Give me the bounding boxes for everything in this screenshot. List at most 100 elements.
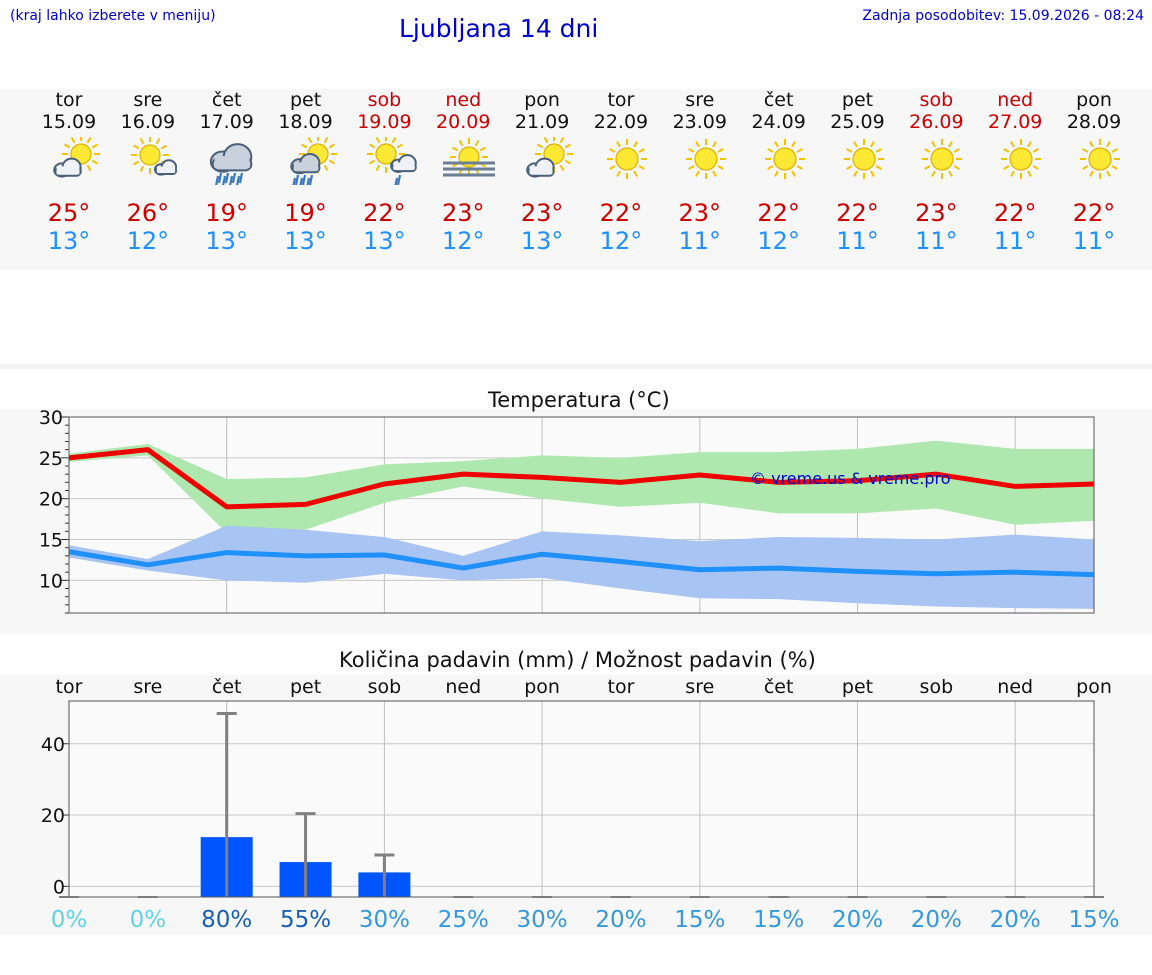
temperature-chart: 10 15 20 25 30 © vreme.us & vreme.pro <box>39 409 1095 614</box>
min-temp: 11° <box>836 227 879 255</box>
day-column: sob 19.09 22° 13° <box>344 89 424 270</box>
daily-forecast: tor 15.09 25° 13° sre 16.09 26° 12° čet 17.09 19° 1… <box>0 89 1152 270</box>
divider <box>0 364 1152 369</box>
day-column: pet 18.09 19° 13° <box>266 89 346 270</box>
sun-rain-icon <box>289 137 337 185</box>
day-date: 17.09 <box>199 111 254 133</box>
y-tick-label: 30 <box>39 409 63 429</box>
x-tick-label: ned <box>997 676 1033 698</box>
min-temp: 11° <box>678 227 722 255</box>
precipitation-chart: tor sre čet pet sob ned pon tor sre čet pet sob ned p… <box>41 676 1120 933</box>
max-temp: 23° <box>520 199 564 227</box>
min-temp: 12° <box>599 227 643 255</box>
min-temp: 13° <box>205 227 248 255</box>
day-date: 26.09 <box>909 111 964 133</box>
max-temp: 22° <box>757 199 800 227</box>
sun-fog-icon <box>443 138 496 177</box>
day-name: pet <box>289 89 322 111</box>
y-tick-label: 40 <box>41 734 65 756</box>
rain-cloud-icon <box>209 143 253 185</box>
precip-probability: 20% <box>832 907 883 933</box>
plot-frame <box>68 416 1095 614</box>
max-temp: 23° <box>915 199 958 227</box>
precip-probability: 15% <box>674 907 725 933</box>
sun-icon <box>764 139 805 179</box>
y-tick-label: 15 <box>39 530 63 552</box>
x-tick-label: čet <box>212 676 242 698</box>
max-temp: 26° <box>126 199 170 227</box>
precip-probability: 15% <box>753 907 804 933</box>
precip-probability: 20% <box>911 907 962 933</box>
day-name: ned <box>445 89 482 111</box>
precip-title: Količina padavin (mm) / Možnost padavin … <box>339 648 816 672</box>
x-tick-label: tor <box>608 676 635 698</box>
day-column: čet 17.09 19° 13° <box>187 89 267 270</box>
max-temp: 25° <box>47 199 91 227</box>
sun-icon <box>606 139 647 179</box>
day-column: pon 21.09 23° 13° <box>502 89 582 270</box>
day-column: pon 28.09 22° 11° <box>1054 89 1134 270</box>
sun-cloud-rain-icon <box>367 137 418 185</box>
day-date: 24.09 <box>751 111 806 133</box>
min-temp: 13° <box>363 227 406 255</box>
last-update: Zadnja posodobitev: 15.09.2026 - 08:24 <box>862 8 1144 24</box>
day-name: čet <box>763 89 794 111</box>
max-temp: 23° <box>678 199 722 227</box>
y-tick-label: 0 <box>53 876 65 898</box>
watermark: © vreme.us & vreme.pro <box>750 469 951 488</box>
precip-probability: 30% <box>359 907 410 933</box>
max-temp: 22° <box>836 199 879 227</box>
max-temp: 22° <box>993 199 1037 227</box>
location-hint: (kraj lahko izberete v meniju) <box>10 8 216 24</box>
sun-cloud-icon <box>53 137 100 178</box>
x-tick-label: čet <box>764 676 794 698</box>
day-name: tor <box>607 89 635 111</box>
x-tick-label: sre <box>133 676 162 698</box>
y-tick-label: 10 <box>39 570 63 592</box>
plot-frame <box>68 700 1095 898</box>
x-tick-label: pet <box>842 676 873 698</box>
max-temp: 23° <box>441 199 485 227</box>
precip-probability: 20% <box>595 907 646 933</box>
temperature-title: Temperatura (°C) <box>488 388 670 412</box>
y-tick-label: 25 <box>39 448 63 470</box>
x-tick-label: pet <box>290 676 321 698</box>
precip-probability: 80% <box>201 907 252 933</box>
day-name: pon <box>1076 89 1112 111</box>
min-temp: 13° <box>284 227 327 255</box>
precip-probability: 20% <box>990 907 1041 933</box>
day-name: ned <box>997 89 1034 111</box>
day-name: pon <box>524 89 560 111</box>
day-column: sre 23.09 23° 11° <box>660 89 740 270</box>
day-column: ned 27.09 22° 11° <box>975 89 1055 270</box>
day-name: tor <box>55 89 83 111</box>
day-date: 22.09 <box>593 111 649 133</box>
precip-probability: 55% <box>280 907 331 933</box>
day-date: 20.09 <box>436 111 491 133</box>
day-column: sob 26.09 23° 11° <box>896 89 976 270</box>
day-column: ned 20.09 23° 12° <box>423 89 503 270</box>
day-name: čet <box>211 89 242 111</box>
max-temp: 19° <box>284 199 327 227</box>
day-date: 23.09 <box>672 111 727 133</box>
precip-probability: 15% <box>1068 907 1119 933</box>
y-tick-label: 20 <box>41 805 65 827</box>
day-name: sob <box>367 89 402 111</box>
day-column: sre 16.09 26° 12° <box>108 89 188 270</box>
x-tick-label: tor <box>56 676 83 698</box>
min-temp: 13° <box>47 227 91 255</box>
day-column: tor 22.09 22° 12° <box>581 89 661 270</box>
series-line <box>68 549 1095 578</box>
precip-probability: 0% <box>51 907 88 933</box>
min-temp: 11° <box>915 227 958 255</box>
max-temp: 19° <box>205 199 248 227</box>
min-temp: 12° <box>126 227 170 255</box>
y-tick-label: 20 <box>39 489 63 511</box>
day-name: pet <box>841 89 874 111</box>
day-date: 28.09 <box>1066 111 1122 133</box>
precip-probability: 30% <box>517 907 568 933</box>
min-temp: 11° <box>1072 227 1116 255</box>
range-band <box>69 525 1095 609</box>
min-temp: 12° <box>441 227 485 255</box>
sun-icon <box>843 139 884 179</box>
